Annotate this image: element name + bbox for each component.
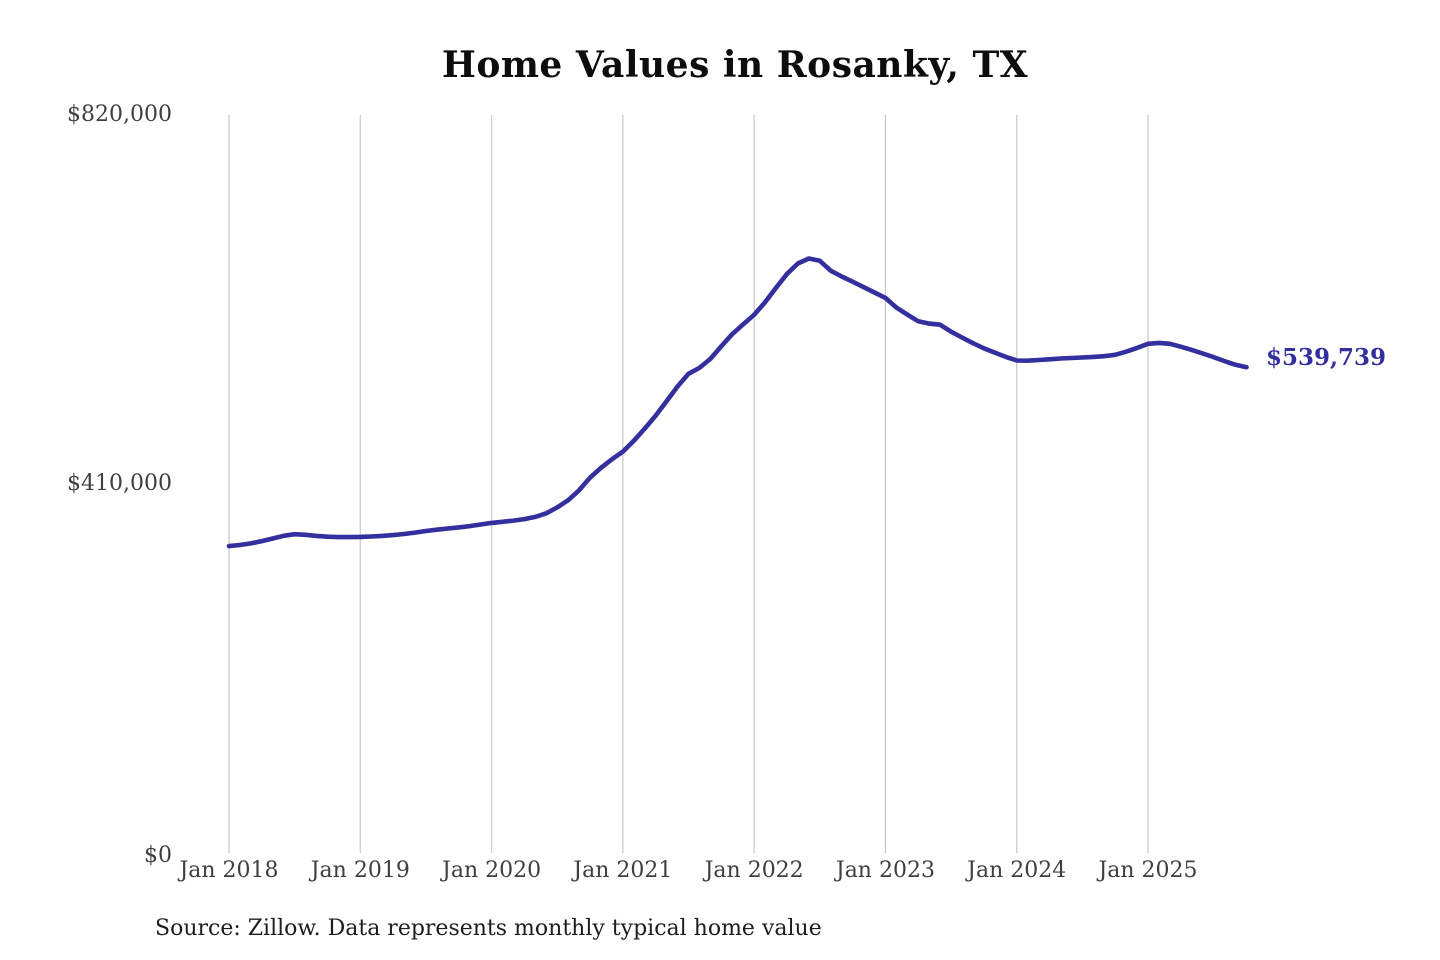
source-note: Source: Zillow. Data represents monthly …	[155, 916, 822, 941]
x-axis-tick-jan-2023: Jan 2023	[835, 858, 935, 883]
y-axis-tick-820000: $820,000	[67, 102, 172, 127]
x-axis-tick-jan-2018: Jan 2018	[179, 858, 279, 883]
x-axis-tick-jan-2024: Jan 2024	[967, 858, 1067, 883]
x-axis-tick-jan-2025: Jan 2025	[1098, 858, 1198, 883]
latest-value-label: $539,739	[1266, 344, 1387, 371]
chart-title: Home Values in Rosanky, TX	[441, 44, 1029, 86]
x-axis-tick-jan-2019: Jan 2019	[310, 858, 410, 883]
home-value-line	[226, 256, 1249, 549]
x-axis-tick-jan-2021: Jan 2021	[573, 858, 673, 883]
x-axis-tick-jan-2020: Jan 2020	[442, 858, 542, 883]
y-axis-tick-410000: $410,000	[67, 471, 172, 496]
gridlines	[228, 115, 1149, 853]
y-axis-tick-0: $0	[144, 843, 172, 868]
x-axis-tick-jan-2022: Jan 2022	[704, 858, 804, 883]
